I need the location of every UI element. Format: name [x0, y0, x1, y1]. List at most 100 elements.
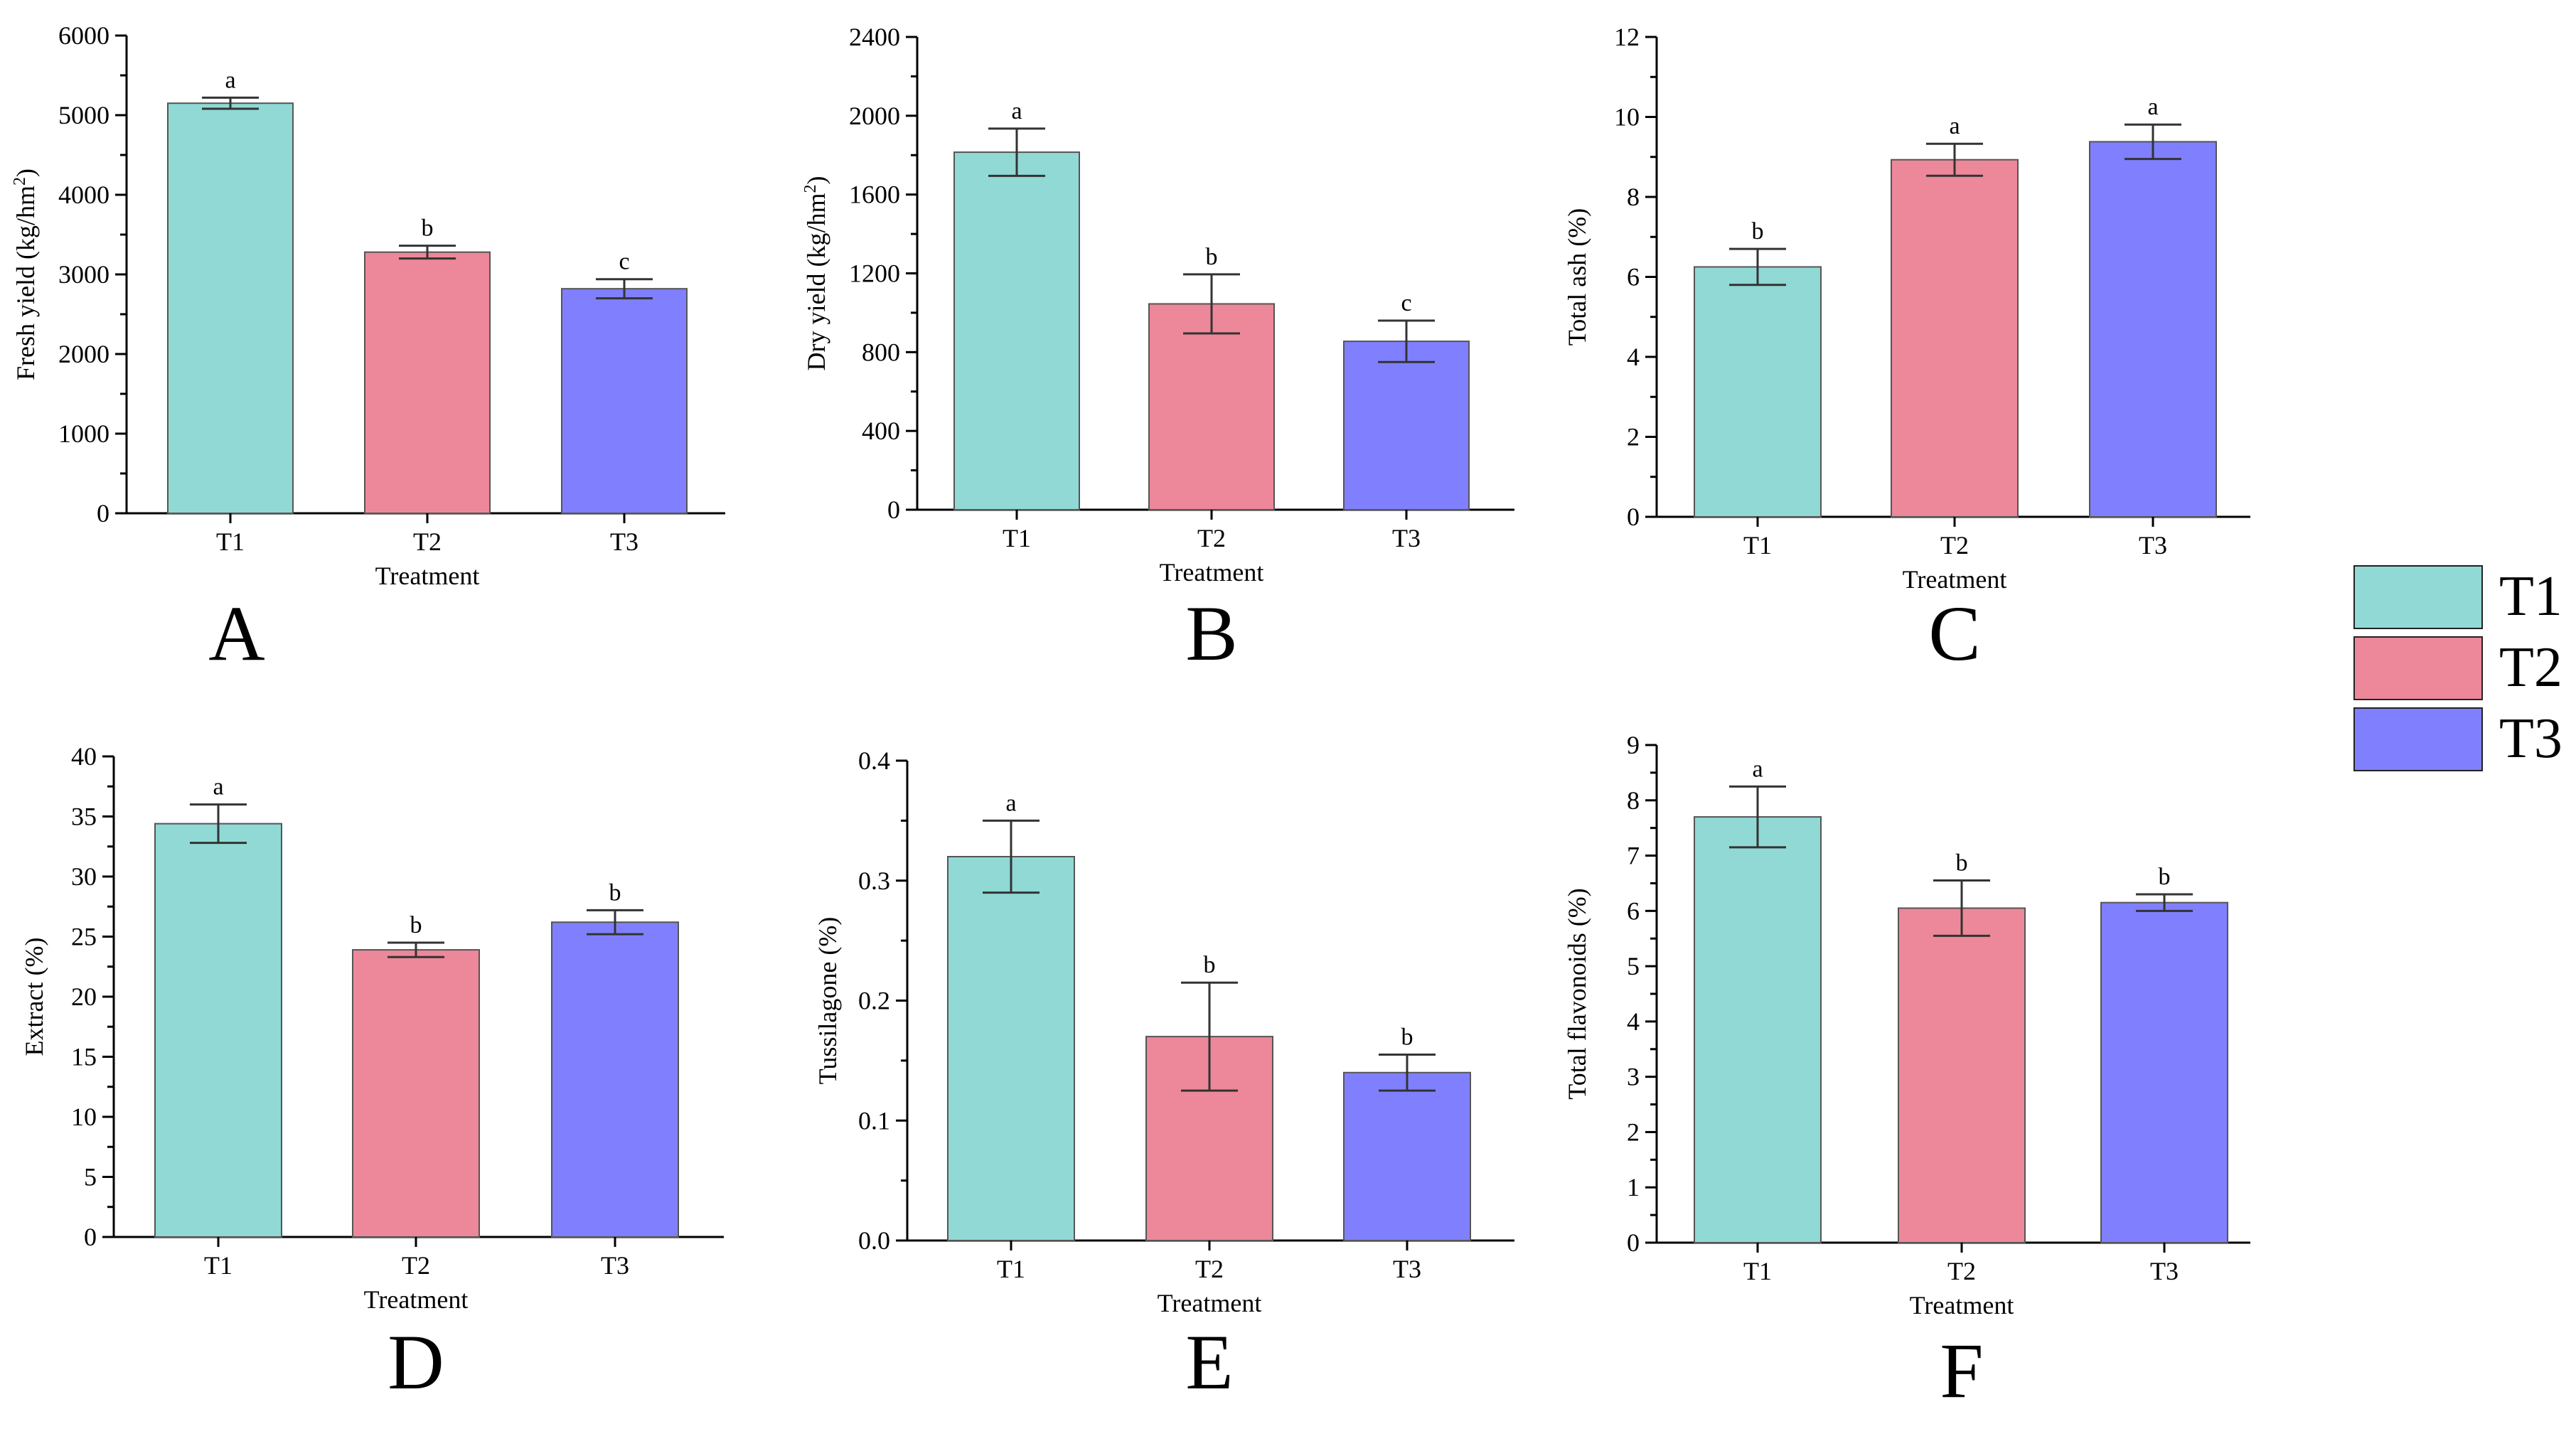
significance-letter: b	[1956, 850, 1968, 877]
bar-t3	[1343, 1071, 1471, 1241]
y-tick-label: 30	[71, 862, 97, 891]
bar-t1	[1694, 266, 1822, 518]
y-tick-label: 4000	[58, 181, 109, 209]
x-tick-label: T2	[1940, 531, 1969, 559]
y-tick-label: 1	[1627, 1173, 1640, 1201]
y-tick-label: 2000	[58, 340, 109, 368]
x-tick-label: T2	[1947, 1257, 1976, 1285]
y-tick-label: 0.3	[858, 867, 890, 895]
panel-label: C	[1928, 590, 1980, 677]
significance-letter: b	[609, 879, 621, 906]
y-tick-label: 0	[887, 495, 900, 524]
legend-item-t1: T1	[2353, 565, 2567, 631]
y-tick-label: 400	[862, 417, 900, 445]
y-tick-label: 2	[1627, 1118, 1640, 1146]
y-tick-label: 1600	[849, 181, 900, 209]
bar-t2	[1148, 303, 1275, 510]
y-tick-label: 25	[71, 923, 97, 951]
significance-letter: b	[410, 912, 422, 938]
x-tick-label: T3	[610, 527, 638, 556]
x-tick-label: T1	[1743, 1257, 1772, 1285]
x-tick-label: T3	[1392, 524, 1421, 552]
legend-item-t2: T2	[2353, 636, 2567, 702]
legend: T1 T2 T3	[2353, 565, 2567, 778]
significance-letter: b	[1206, 244, 1218, 270]
y-tick-label: 5	[1627, 952, 1640, 980]
panel-c: 0 2 4 6 8 10 12 Total ash (%) b T1 a T2 a T3 Treatment…	[1563, 23, 2250, 677]
significance-letter: c	[619, 249, 629, 275]
bar-t2	[1891, 159, 2019, 518]
y-tick-label: 5	[84, 1163, 97, 1191]
panel-e: 0.0 0.1 0.2 0.3 0.4 Tussilagone (%) a T1 b T2 b T3 T…	[813, 746, 1514, 1405]
y-tick-label: 6	[1627, 263, 1640, 291]
x-tick-label: T2	[1197, 524, 1226, 552]
panel-label: E	[1185, 1319, 1233, 1405]
y-tick-label: 1000	[58, 419, 109, 448]
significance-letter: a	[1011, 98, 1022, 124]
bar-t1	[167, 102, 294, 514]
y-tick-label: 6	[1627, 896, 1640, 925]
y-tick-label: 5000	[58, 101, 109, 129]
x-tick-label: T2	[402, 1251, 430, 1280]
panel-label: D	[388, 1319, 444, 1405]
y-tick-label: 3	[1627, 1063, 1640, 1091]
y-tick-label: 12	[1614, 23, 1640, 51]
x-tick-label: T3	[1393, 1255, 1421, 1283]
y-tick-label: 2400	[849, 23, 900, 51]
y-tick-label: 10	[71, 1103, 97, 1131]
y-tick-label: 15	[71, 1043, 97, 1071]
x-axis-label: Treatment	[1158, 1289, 1262, 1317]
panel-label: B	[1185, 590, 1237, 677]
x-tick-label: T2	[413, 527, 442, 556]
y-tick-label: 0	[97, 499, 109, 527]
legend-swatch-t1	[2353, 565, 2483, 629]
bar-t3	[1343, 341, 1470, 510]
legend-item-t3: T3	[2353, 707, 2567, 773]
y-tick-label: 0	[1627, 1228, 1640, 1257]
bar-t1	[1694, 816, 1822, 1243]
significance-letter: a	[2147, 94, 2158, 120]
y-tick-label: 1200	[849, 259, 900, 288]
x-axis-label: Treatment	[1903, 565, 2007, 594]
y-axis-label: Extract (%)	[20, 938, 48, 1056]
significance-letter: b	[2159, 864, 2171, 890]
y-tick-label: 10	[1614, 103, 1640, 132]
y-tick-label: 0	[1627, 503, 1640, 531]
y-tick-label: 3000	[58, 260, 109, 289]
y-tick-label: 0.4	[858, 746, 890, 775]
y-tick-label: 800	[862, 338, 900, 366]
y-tick-label: 6000	[58, 21, 109, 50]
y-tick-label: 40	[71, 742, 97, 771]
legend-swatch-t2	[2353, 636, 2483, 700]
bar-t2	[352, 949, 480, 1238]
x-tick-label: T1	[1743, 531, 1772, 559]
x-tick-label: T1	[216, 527, 245, 556]
legend-label-t2: T2	[2499, 636, 2562, 699]
significance-letter: b	[422, 215, 434, 242]
significance-letter: b	[1204, 952, 1216, 978]
y-tick-label: 2	[1627, 423, 1640, 451]
x-tick-label: T3	[2150, 1257, 2179, 1285]
bar-t1	[953, 151, 1080, 510]
panel-a: 0 1000 2000 3000 4000 5000 6000 Fresh yield (kg…	[11, 21, 725, 677]
legend-label-t3: T3	[2499, 707, 2562, 770]
x-tick-label: T2	[1195, 1255, 1224, 1283]
significance-letter: a	[1005, 790, 1016, 816]
bar-t1	[947, 856, 1075, 1241]
y-tick-label: 4	[1627, 343, 1640, 371]
x-tick-label: T1	[1003, 524, 1031, 552]
bar-t1	[154, 823, 282, 1238]
y-tick-label: 2000	[849, 102, 900, 130]
y-tick-label: 8	[1627, 183, 1640, 211]
y-tick-label: 7	[1627, 842, 1640, 870]
x-axis-label: Treatment	[1160, 558, 1264, 586]
panel-label: F	[1940, 1327, 1983, 1414]
x-axis-label: Treatment	[364, 1285, 469, 1314]
bar-t3	[2089, 141, 2217, 518]
significance-letter: a	[1752, 756, 1763, 782]
significance-letter: b	[1401, 1024, 1413, 1050]
panel-f: 0 1 2 3 4 5 6 7 8 9 Total flavonoids (%) a T1 b T2 b T3 T…	[1563, 731, 2250, 1414]
significance-letter: a	[1949, 113, 1960, 139]
significance-letter: a	[225, 67, 235, 93]
y-tick-label: 0.0	[858, 1226, 890, 1255]
